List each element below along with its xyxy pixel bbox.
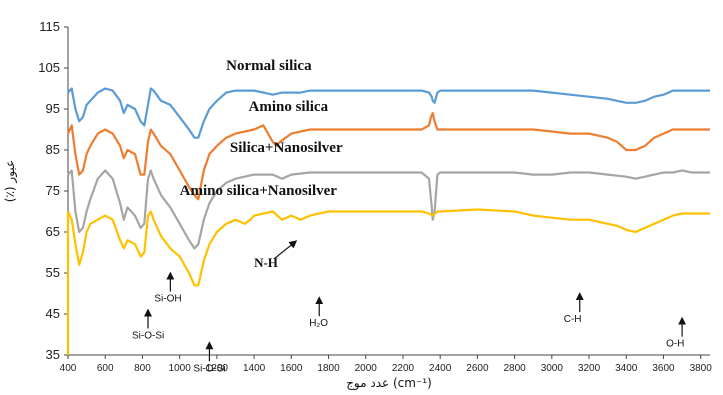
x-tick-label: 400 <box>60 363 77 374</box>
x-axis-label: عدد موج (cm⁻¹) <box>346 376 432 391</box>
y-tick-label: 45 <box>46 306 60 321</box>
y-tick-label: 115 <box>39 19 60 34</box>
series-line-1 <box>67 87 710 139</box>
x-tick-label: 3000 <box>541 363 564 374</box>
x-tick-label: 1200 <box>206 363 229 374</box>
x-tick-label: 2800 <box>503 363 526 374</box>
x-tick-label: 2000 <box>355 363 378 374</box>
series-label-4: Amino silica+Nanosilver <box>180 183 338 199</box>
x-tick-label: 3800 <box>690 363 713 374</box>
x-tick-label: 2600 <box>466 363 489 374</box>
y-tick-label: 35 <box>46 347 60 362</box>
y-tick-label: 65 <box>46 224 60 239</box>
x-tick-label: 800 <box>134 363 151 374</box>
annotations-layer: Si-OH Si-O-Si Si-O-Si N-H H₂O C-H O-H <box>132 240 687 374</box>
labels-layer: Normal silica Amino silica Silica+Nanosilv… <box>180 58 343 199</box>
x-tick-label: 1600 <box>280 363 303 374</box>
series-line-3 <box>67 169 710 250</box>
series-line-2 <box>66 112 710 201</box>
x-tick-label: 3400 <box>615 363 638 374</box>
x-tick-label: 3200 <box>578 363 601 374</box>
x-tick-label: 1000 <box>169 363 192 374</box>
series-line-4 <box>66 208 710 287</box>
x-tick-label: 1400 <box>243 363 266 374</box>
annotation-label-4: N-H <box>254 255 278 270</box>
series-label-2: Amino silica <box>249 99 329 115</box>
y-axis-label: (٪) عبور <box>3 160 18 202</box>
series-label-1: Normal silica <box>226 58 312 74</box>
axes: 35 45 55 65 75 85 95 105 115 400 600 800 1000 1200 140… <box>38 19 712 374</box>
annotation-arrow-4 <box>273 240 298 260</box>
annotation-label-7: O-H <box>666 339 684 350</box>
series-label-3: Silica+Nanosilver <box>230 140 343 156</box>
x-tick-label: 600 <box>97 363 114 374</box>
x-tick-label: 2400 <box>429 363 452 374</box>
annotation-label-3: Si-O-Si <box>193 363 225 374</box>
x-tick-label: 1800 <box>317 363 340 374</box>
annotation-label-5: H₂O <box>309 318 328 329</box>
y-tick-label: 85 <box>46 142 60 157</box>
x-tick-label: 3600 <box>652 363 675 374</box>
y-tick-label: 75 <box>46 183 60 198</box>
y-tick-label: 95 <box>46 101 60 116</box>
annotation-label-6: C-H <box>564 314 582 325</box>
series-layer <box>66 87 710 355</box>
annotation-label-2: Si-O-Si <box>132 331 164 342</box>
x-tick-label: 2200 <box>392 363 415 374</box>
y-tick-label: 105 <box>38 60 60 75</box>
annotation-label-1: Si-OH <box>154 294 181 305</box>
y-tick-label: 55 <box>46 265 60 280</box>
